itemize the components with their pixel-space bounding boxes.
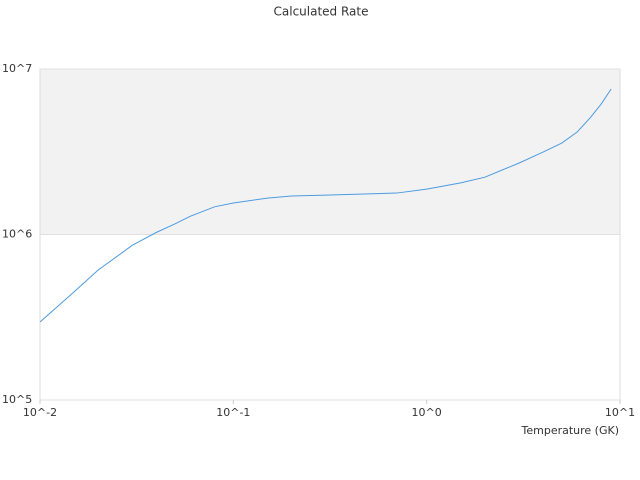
x-axis-label: Temperature (GK): [521, 424, 620, 437]
chart-title: Calculated Rate: [274, 5, 369, 19]
y-tick-label: 10^7: [2, 62, 32, 75]
x-tick-label: 10^-2: [23, 406, 57, 419]
data-line: [39, 88, 612, 323]
x-tick-label: 10^1: [605, 406, 635, 419]
x-tick-label: 10^-1: [216, 406, 250, 419]
x-tick-label: 10^0: [412, 406, 442, 419]
y-tick-label: 10^6: [2, 228, 32, 241]
y-tick-label: 10^5: [2, 393, 32, 406]
plot-band: [40, 69, 620, 235]
